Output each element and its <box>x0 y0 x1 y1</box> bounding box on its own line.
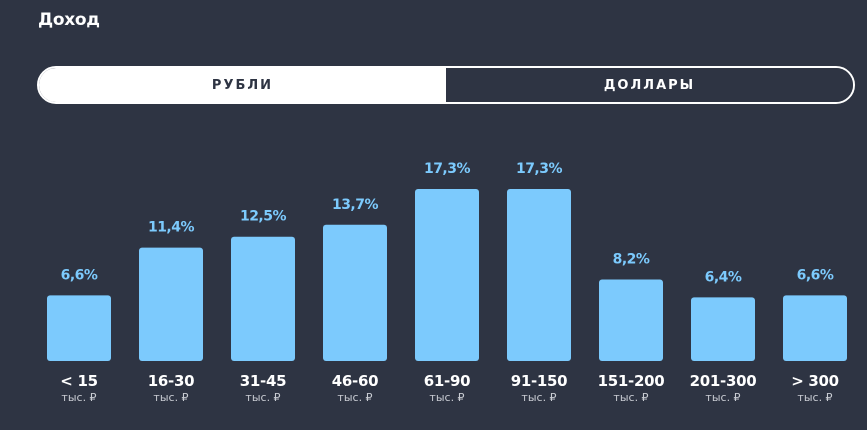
toggle-rubles-button[interactable]: РУБЛИ <box>39 68 446 102</box>
category-label-7: 201-300 <box>690 372 757 390</box>
unit-label-0: тыс. ₽ <box>61 391 96 404</box>
unit-label-5: тыс. ₽ <box>521 391 556 404</box>
unit-label-4: тыс. ₽ <box>429 391 464 404</box>
bar-7 <box>691 297 755 361</box>
toggle-dollars-button[interactable]: ДОЛЛАРЫ <box>446 68 853 102</box>
category-label-6: 151-200 <box>598 372 665 390</box>
category-label-2: 31-45 <box>240 372 286 390</box>
value-label-8: 6,6% <box>797 267 834 283</box>
unit-label-8: тыс. ₽ <box>797 391 832 404</box>
bar-6 <box>599 279 663 361</box>
bar-2 <box>231 236 295 361</box>
chart-title: Доход <box>38 10 100 30</box>
bar-3 <box>323 224 387 361</box>
unit-label-7: тыс. ₽ <box>705 391 740 404</box>
unit-label-3: тыс. ₽ <box>337 391 372 404</box>
value-label-0: 6,6% <box>61 267 98 283</box>
bar-5 <box>507 189 571 361</box>
bar-0 <box>47 295 111 361</box>
value-label-1: 11,4% <box>148 220 195 236</box>
value-label-7: 6,4% <box>705 269 742 285</box>
value-label-4: 17,3% <box>424 161 471 177</box>
value-label-2: 12,5% <box>240 209 287 225</box>
unit-label-2: тыс. ₽ <box>245 391 280 404</box>
value-label-6: 8,2% <box>613 251 650 267</box>
category-label-8: > 300 <box>791 372 839 390</box>
bar-8 <box>783 295 847 361</box>
category-label-4: 61-90 <box>424 372 470 390</box>
bar-1 <box>139 247 203 361</box>
category-label-5: 91-150 <box>511 372 568 390</box>
currency-toggle: РУБЛИ ДОЛЛАРЫ <box>37 66 855 104</box>
unit-label-1: тыс. ₽ <box>153 391 188 404</box>
category-label-1: 16-30 <box>148 372 194 390</box>
bar-4 <box>415 189 479 361</box>
unit-label-6: тыс. ₽ <box>613 391 648 404</box>
value-label-5: 17,3% <box>516 161 563 177</box>
value-label-3: 13,7% <box>332 197 379 213</box>
category-label-3: 46-60 <box>332 372 378 390</box>
category-label-0: < 15 <box>60 372 97 390</box>
